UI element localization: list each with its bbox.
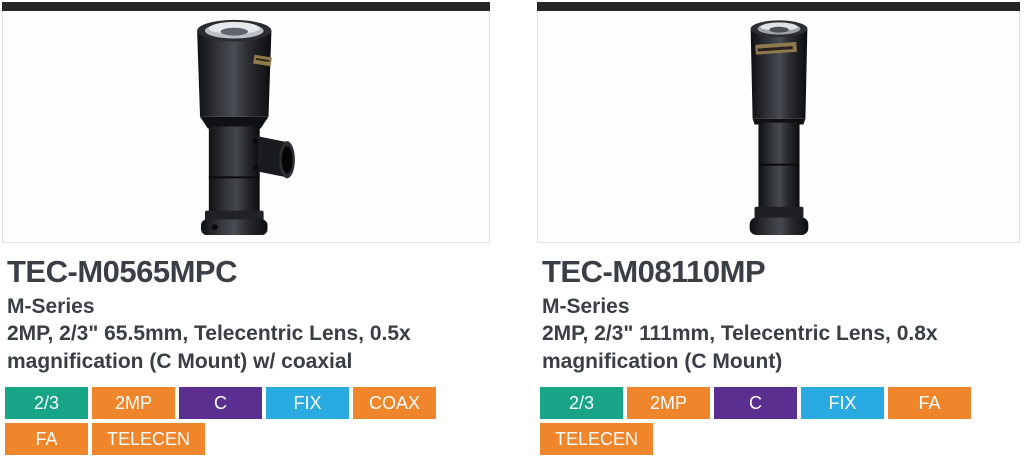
product-title[interactable]: TEC-M0565MPC <box>7 254 238 289</box>
filter-tag[interactable]: TELECEN <box>540 423 654 455</box>
product-description: 2MP, 2/3" 65.5mm, Telecentric Lens, 0.5x… <box>7 322 411 373</box>
filter-tag[interactable]: 2MP <box>627 387 710 419</box>
filter-tag[interactable]: TELECEN <box>92 423 206 455</box>
product-description: 2MP, 2/3" 111mm, Telecentric Lens, 0.8x … <box>542 322 938 373</box>
product-series: M-Series <box>7 295 95 318</box>
product-card: TEC-M08110MP M-Series 2MP, 2/3" 111mm, T… <box>537 2 1020 455</box>
filter-tag[interactable]: FA <box>888 387 971 419</box>
filter-tag-list: 2/3 2MP C FIX COAX FA TELECEN <box>5 387 490 455</box>
product-title[interactable]: TEC-M08110MP <box>542 254 766 289</box>
filter-tag[interactable]: 2/3 <box>540 387 623 419</box>
product-image-box[interactable] <box>2 11 490 243</box>
product-image-box[interactable] <box>537 11 1020 243</box>
filter-tag-list: 2/3 2MP C FIX FA TELECEN <box>540 387 1020 455</box>
filter-tag[interactable]: 2/3 <box>5 387 88 419</box>
filter-tag[interactable]: C <box>714 387 797 419</box>
filter-tag[interactable]: FA <box>5 423 88 455</box>
card-accent-bar <box>537 2 1020 11</box>
product-series: M-Series <box>542 295 630 318</box>
filter-tag[interactable]: FIX <box>266 387 349 419</box>
lens-image <box>749 19 808 235</box>
filter-tag[interactable]: C <box>179 387 262 419</box>
lens-with-coaxial-port-image <box>197 19 295 235</box>
product-card: TEC-M0565MPC M-Series 2MP, 2/3" 65.5mm, … <box>2 2 490 455</box>
filter-tag[interactable]: 2MP <box>92 387 175 419</box>
filter-tag[interactable]: FIX <box>801 387 884 419</box>
filter-tag[interactable]: COAX <box>353 387 436 419</box>
card-accent-bar <box>2 2 490 11</box>
